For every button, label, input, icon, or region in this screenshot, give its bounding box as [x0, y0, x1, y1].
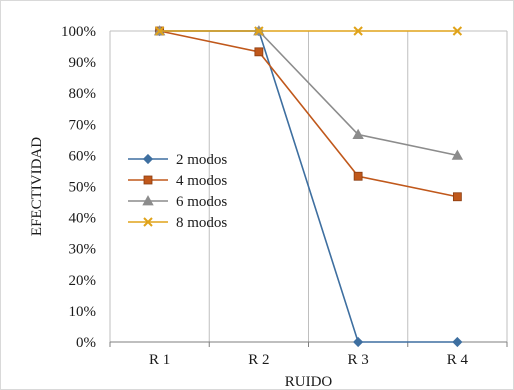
data-point-2-modos [353, 336, 364, 348]
data-point-4-modos [452, 192, 462, 202]
y-tick-label: 30% [69, 242, 97, 258]
legend-swatch-marker [143, 217, 153, 227]
y-tick-label: 90% [69, 55, 97, 71]
legend-swatch-marker [143, 175, 153, 185]
legend-label: 2 modos [176, 152, 227, 168]
series-line-4-modos [159, 30, 458, 198]
y-tick-label: 40% [69, 211, 97, 227]
x-tick-label: R 2 [248, 352, 269, 368]
data-point-8-modos [353, 26, 363, 36]
legend-item-6-modos: 6 modos [128, 194, 227, 210]
data-point-2-modos [452, 336, 463, 348]
legend: 2 modos 4 modos 6 modos 8 modos [128, 152, 227, 231]
legend-item-4-modos: 4 modos [128, 173, 227, 189]
y-tick-label: 60% [69, 148, 97, 164]
x-tick-label: R 4 [447, 352, 469, 368]
legend-item-8-modos: 8 modos [128, 215, 227, 231]
data-point-4-modos [353, 171, 363, 181]
x-axis-title: RUIDO [285, 374, 333, 390]
legend-label: 4 modos [176, 173, 227, 189]
legend-item-2-modos: 2 modos [128, 152, 227, 168]
data-point-8-modos [154, 26, 165, 36]
series-lines [153, 25, 464, 348]
data-point-4-modos [254, 47, 264, 57]
x-tick-label: R 1 [149, 352, 170, 368]
legend-label: 8 modos [176, 215, 227, 231]
y-tick-label: 100% [61, 24, 96, 40]
y-tick-label: 20% [69, 273, 97, 289]
x-tick-label: R 3 [347, 352, 368, 368]
y-tick-label: 50% [69, 180, 97, 196]
y-tick-labels: 0% 10% 20% 30% 40% 50% 60% 70% 80% 90% 100% [61, 24, 96, 351]
x-tick-labels: R 1 R 2 R 3 R 4 [149, 352, 469, 368]
y-tick-label: 80% [69, 86, 97, 102]
legend-label: 6 modos [176, 194, 227, 210]
y-tick-label: 0% [76, 335, 96, 351]
data-point-6-modos [451, 149, 464, 160]
y-axis-title: EFECTIVIDAD [29, 137, 45, 236]
y-tick-label: 10% [69, 304, 97, 320]
data-point-6-modos [352, 128, 364, 139]
legend-swatch-marker [142, 153, 154, 165]
data-point-8-modos [452, 26, 463, 36]
data-point-8-modos [254, 26, 264, 36]
legend-swatch-marker [142, 195, 154, 206]
y-tick-label: 70% [69, 117, 97, 133]
